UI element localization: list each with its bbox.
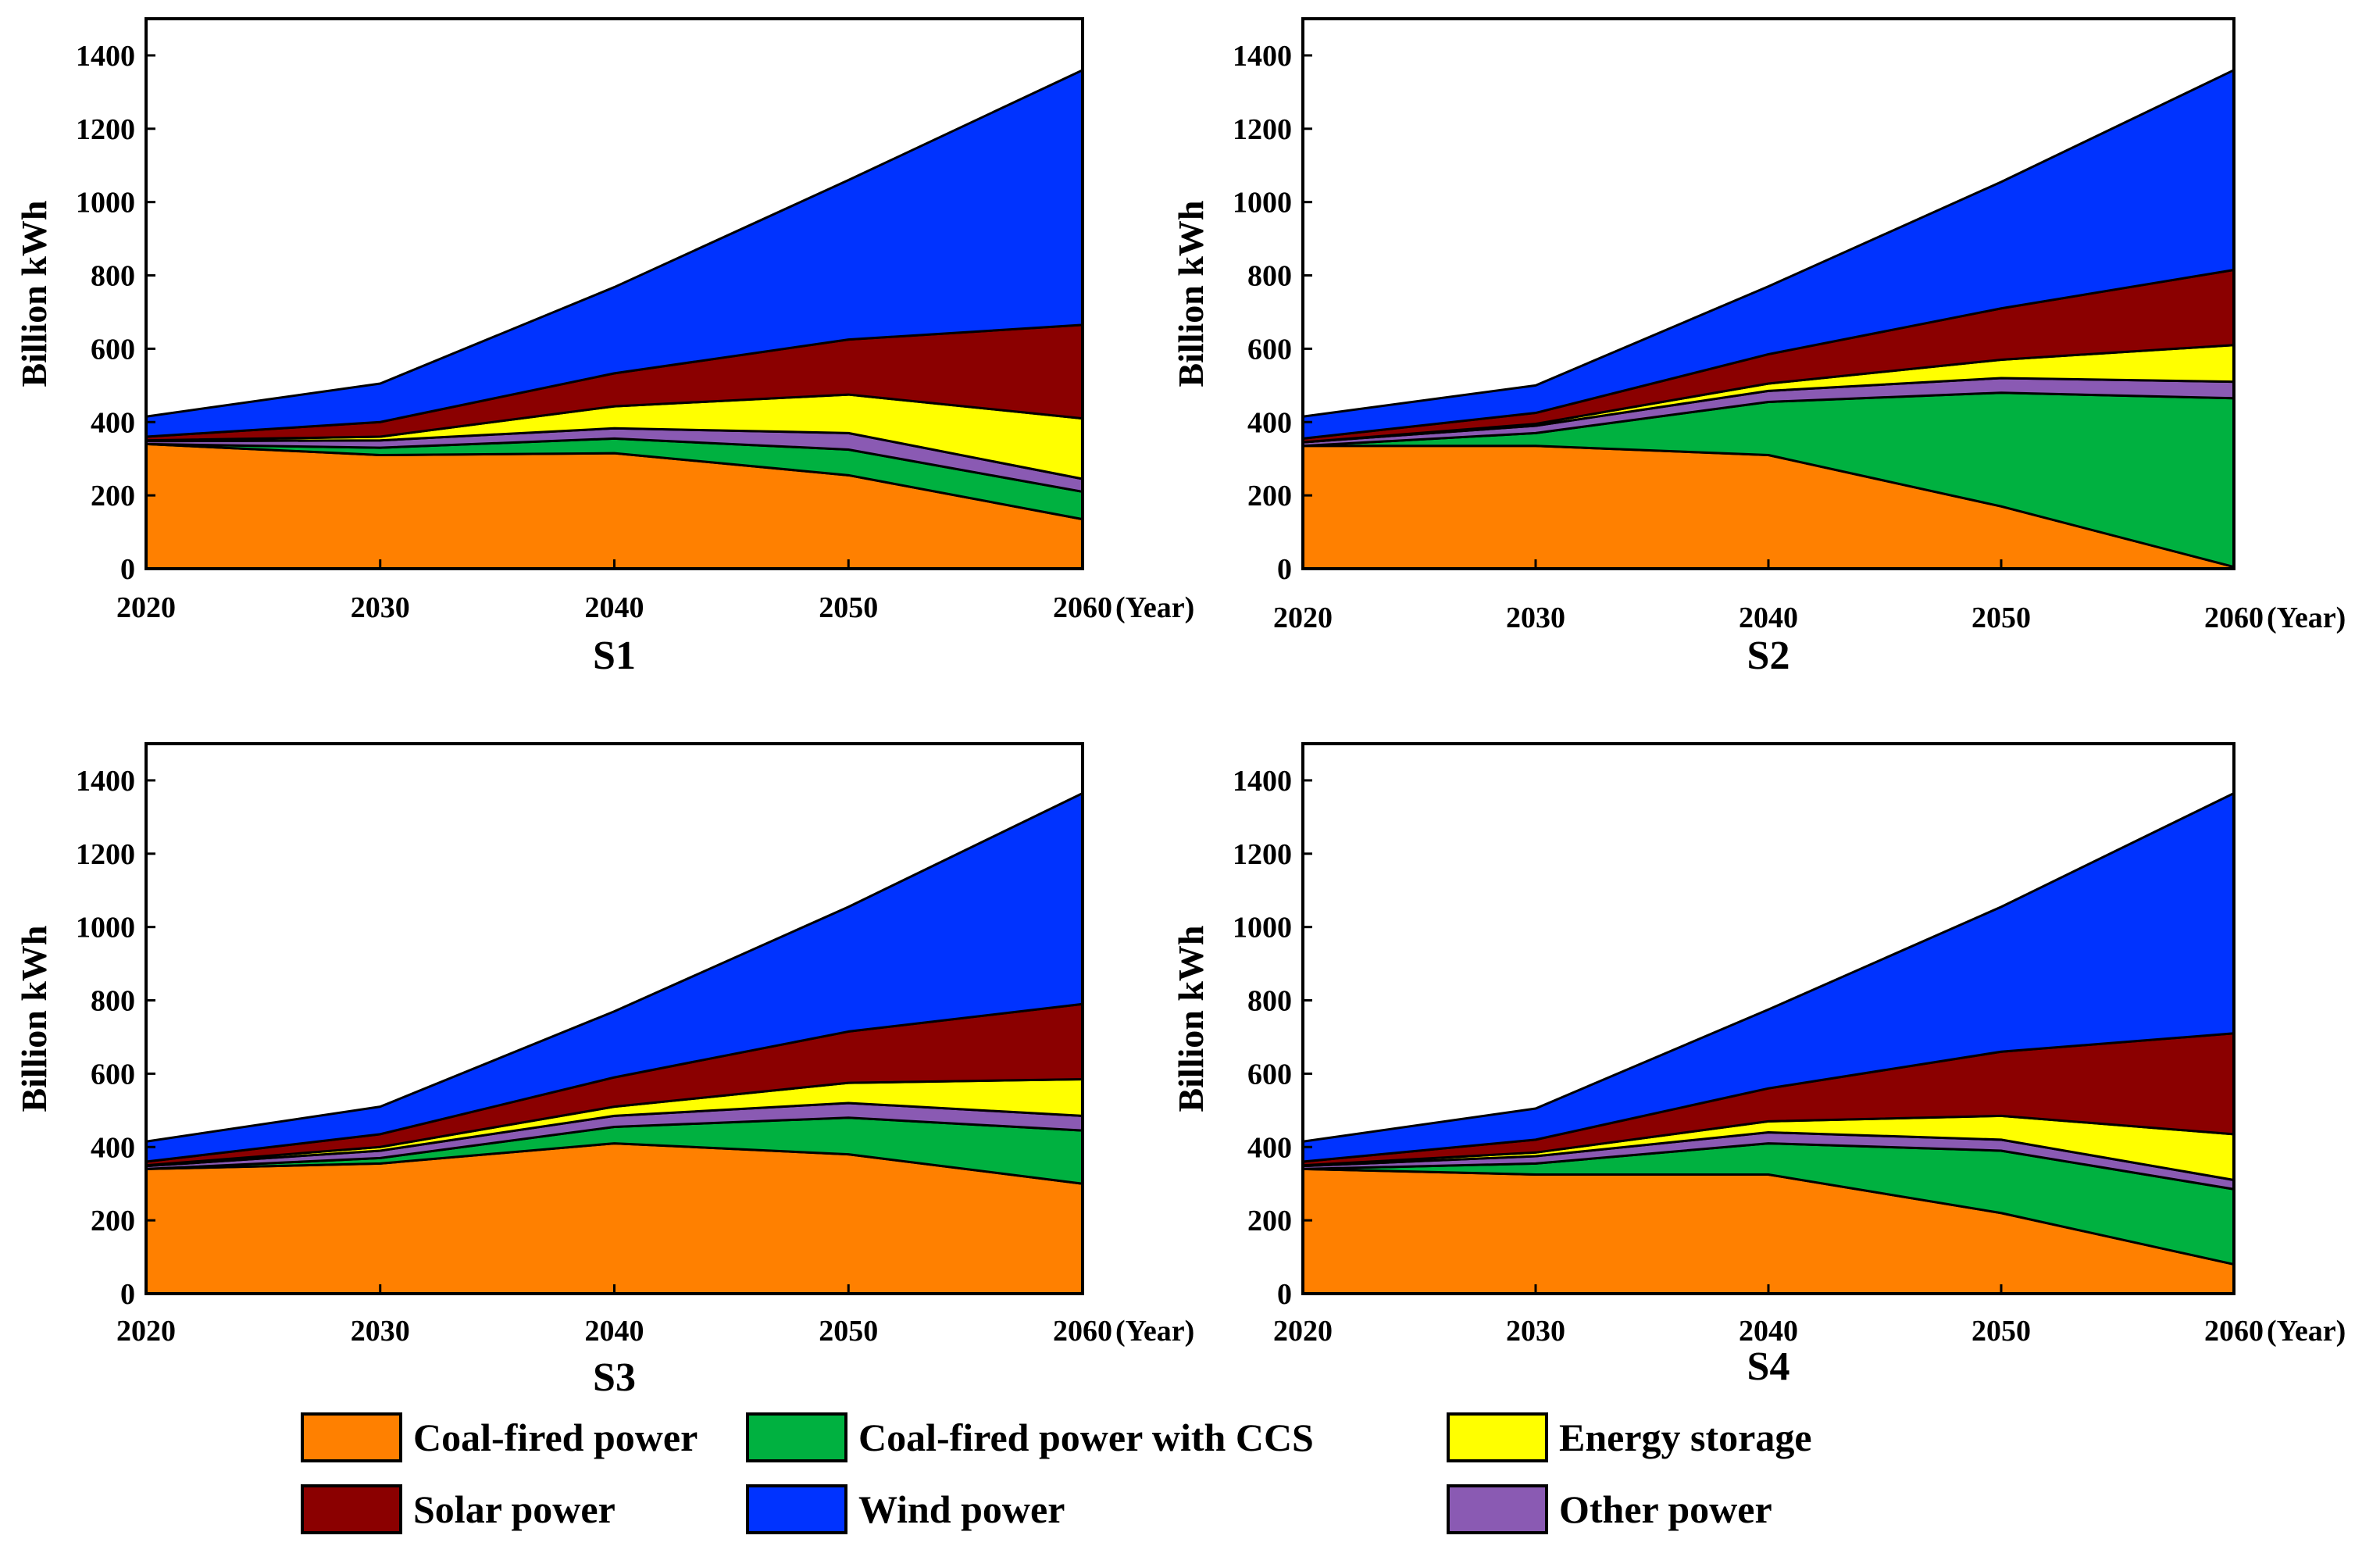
legend-swatch (746, 1484, 847, 1534)
y-tick-label: 1000 (1233, 912, 1292, 944)
y-tick-label: 800 (1247, 260, 1292, 293)
x-tick-label: 2050 (819, 591, 878, 624)
legend-item-other: Other power (1447, 1484, 1772, 1534)
panel-label: S1 (593, 634, 636, 678)
x-tick-label: 2040 (1739, 602, 1798, 634)
y-tick-label: 1200 (76, 838, 135, 871)
y-tick-label: 400 (91, 1131, 135, 1164)
x-tick-label: 2040 (585, 591, 644, 624)
y-tick-label: 1200 (76, 113, 135, 146)
y-tick-label: 1000 (76, 187, 135, 220)
legend-label: Solar power (413, 1487, 616, 1531)
x-tick-label: 2020 (1273, 602, 1333, 634)
legend-label: Coal-fired power (413, 1416, 698, 1459)
y-tick-label: 200 (91, 1205, 135, 1237)
y-tick-label: 0 (1277, 553, 1292, 586)
y-tick-label: 600 (91, 1058, 135, 1091)
x-tick-label: 2030 (1506, 1315, 1565, 1348)
legend-swatch (301, 1484, 402, 1534)
legend-item-wind: Wind power (746, 1484, 1065, 1534)
x-tick-label: 2060 (1053, 591, 1112, 624)
y-tick-label: 1400 (76, 40, 135, 73)
legend-swatch (301, 1412, 402, 1462)
y-tick-label: 1200 (1233, 838, 1292, 871)
x-tick-label: 2040 (1739, 1315, 1798, 1348)
y-tick-label: 0 (120, 553, 135, 586)
y-tick-label: 200 (1247, 480, 1292, 512)
y-tick-label: 400 (91, 406, 135, 439)
y-tick-label: 1400 (76, 765, 135, 798)
y-tick-label: 1400 (1233, 765, 1292, 798)
y-tick-label: 0 (120, 1278, 135, 1311)
legend-swatch (1447, 1484, 1548, 1534)
y-axis-title: Billion kWh (14, 200, 54, 387)
x-unit-label: (Year) (1115, 591, 1194, 624)
x-unit-label: (Year) (1115, 1315, 1194, 1348)
x-tick-label: 2030 (351, 591, 410, 624)
chart-panel-s2: 0 200 400 600 800 1000 1200 1400 2020 2030 2040 205… (1171, 17, 2346, 678)
y-tick-label: 800 (91, 985, 135, 1018)
legend-item-ccs: Coal-fired power with CCS (746, 1412, 1314, 1462)
x-tick-label: 2020 (116, 591, 176, 624)
legend-swatch (746, 1412, 847, 1462)
legend-label: Energy storage (1559, 1416, 1812, 1459)
legend-item-storage: Energy storage (1447, 1412, 1812, 1462)
legend: Coal-fired power Coal-fired power with CC… (301, 1412, 1812, 1534)
legend-label: Coal-fired power with CCS (858, 1416, 1314, 1459)
y-axis-title: Billion kWh (14, 925, 54, 1112)
y-tick-label: 800 (1247, 985, 1292, 1018)
panel-label: S2 (1747, 634, 1790, 678)
y-tick-label: 1000 (1233, 187, 1292, 220)
y-tick-label: 600 (1247, 1058, 1292, 1091)
y-tick-label: 200 (91, 480, 135, 512)
x-tick-label: 2050 (1971, 602, 2031, 634)
y-tick-label: 600 (1247, 333, 1292, 366)
x-unit-label: (Year) (2267, 1315, 2346, 1348)
x-tick-label: 2060 (2204, 1315, 2264, 1348)
x-tick-label: 2030 (1506, 602, 1565, 634)
y-tick-label: 400 (1247, 406, 1292, 439)
chart-panel-s4: 0 200 400 600 800 1000 1200 1400 2020 2030 2040 205… (1171, 742, 2346, 1389)
y-tick-label: 600 (91, 333, 135, 366)
panel-label: S3 (593, 1355, 636, 1400)
y-tick-label: 1000 (76, 912, 135, 944)
x-tick-label: 2020 (116, 1315, 176, 1348)
y-tick-label: 200 (1247, 1205, 1292, 1237)
y-tick-label: 0 (1277, 1278, 1292, 1311)
legend-label: Wind power (858, 1487, 1065, 1531)
legend-item-coal: Coal-fired power (301, 1412, 698, 1462)
x-tick-label: 2030 (351, 1315, 410, 1348)
x-unit-label: (Year) (2267, 602, 2346, 634)
legend-swatch (1447, 1412, 1548, 1462)
legend-item-solar: Solar power (301, 1484, 616, 1534)
y-axis-title: Billion kWh (1171, 200, 1211, 387)
chart-panel-s3: 0 200 400 600 800 1000 1200 1400 2020 2030 2040 205… (14, 742, 1194, 1400)
y-tick-label: 400 (1247, 1131, 1292, 1164)
y-tick-label: 1200 (1233, 113, 1292, 146)
y-tick-label: 800 (91, 260, 135, 293)
chart-panel-s1: 0 200 400 600 800 1000 1200 1400 2020 2030 2040 205… (14, 17, 1194, 678)
x-tick-label: 2050 (819, 1315, 878, 1348)
y-tick-label: 1400 (1233, 40, 1292, 73)
x-tick-label: 2020 (1273, 1315, 1333, 1348)
x-tick-label: 2060 (2204, 602, 2264, 634)
legend-label: Other power (1559, 1487, 1772, 1531)
panel-label: S4 (1747, 1344, 1790, 1389)
x-tick-label: 2060 (1053, 1315, 1112, 1348)
y-axis-title: Billion kWh (1171, 925, 1211, 1112)
x-tick-label: 2040 (585, 1315, 644, 1348)
x-tick-label: 2050 (1971, 1315, 2031, 1348)
